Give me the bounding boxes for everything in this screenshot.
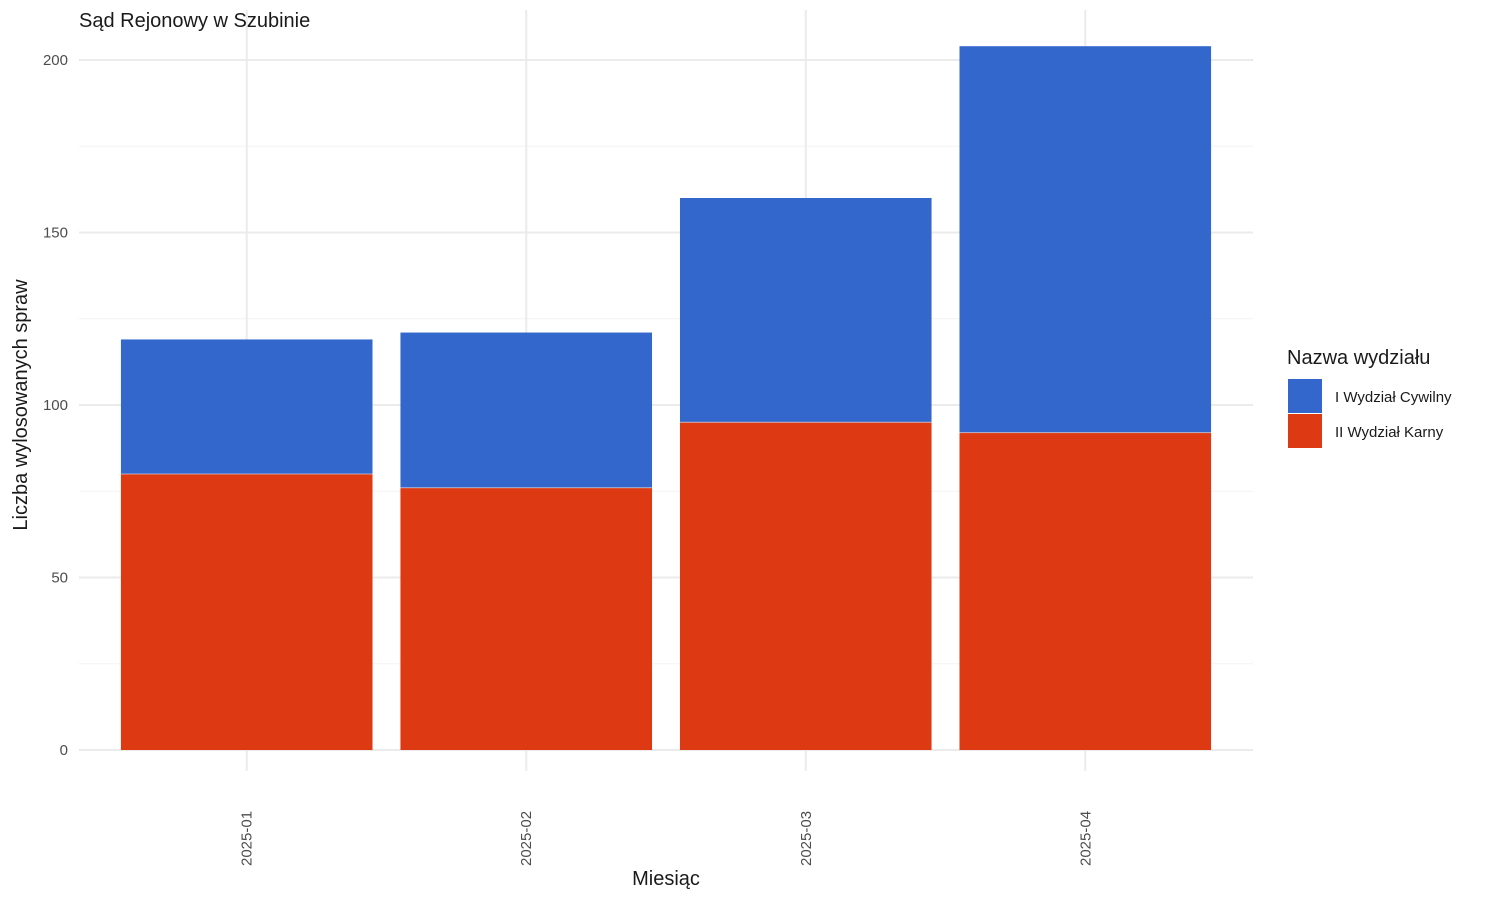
legend-title: Nazwa wydziału (1287, 347, 1430, 369)
y-tick-label: 150 (43, 225, 68, 242)
x-axis-title: Miesiąc (632, 868, 700, 890)
bar-segment (679, 198, 932, 423)
bar-segment (400, 487, 653, 750)
legend-swatch (1288, 379, 1322, 413)
y-axis-ticks: 0 50 100 150 200 (43, 52, 68, 759)
bars (120, 46, 1212, 750)
legend-items: I Wydział Cywilny II Wydział Karny (1288, 379, 1452, 448)
y-tick-label: 0 (60, 742, 68, 759)
chart-title: Sąd Rejonowy w Szubinie (79, 10, 310, 32)
y-tick-label: 100 (43, 397, 68, 414)
y-tick-label: 200 (43, 52, 68, 69)
bar-segment (120, 339, 373, 474)
legend-label: I Wydział Cywilny (1335, 389, 1452, 406)
x-axis-ticks: 2025-01 2025-02 2025-03 2025-04 (239, 811, 1095, 866)
bar-segment (959, 46, 1212, 433)
bar-segment (120, 474, 373, 750)
y-tick-label: 50 (51, 570, 68, 587)
x-tick-label: 2025-01 (239, 811, 256, 866)
bar-segment (400, 332, 653, 488)
bar-segment (679, 422, 932, 750)
y-axis-title: Liczba wylosowanych spraw (10, 279, 32, 531)
legend: Nazwa wydziału I Wydział Cywilny II Wydzi… (1287, 347, 1452, 448)
x-tick-label: 2025-02 (518, 811, 535, 866)
legend-label: II Wydział Karny (1335, 424, 1444, 441)
legend-swatch (1288, 414, 1322, 448)
bar-segment (959, 432, 1212, 750)
x-tick-label: 2025-03 (798, 811, 815, 866)
x-tick-label: 2025-04 (1077, 811, 1094, 866)
